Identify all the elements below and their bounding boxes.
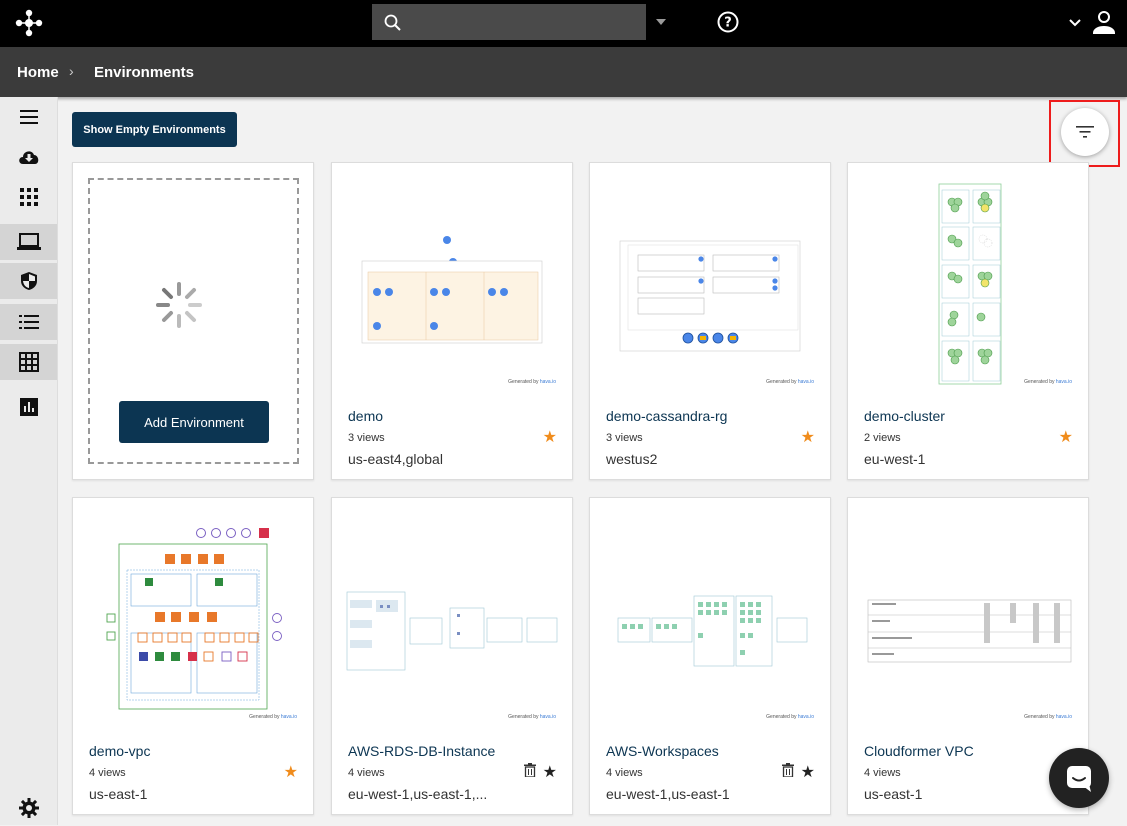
environment-name[interactable]: AWS-Workspaces <box>606 743 719 759</box>
generated-by-brand: hava.io <box>539 379 556 385</box>
environment-card[interactable]: Generated by hava.io AWS-Workspaces 4 vi… <box>589 497 831 815</box>
search-icon <box>384 14 401 31</box>
generated-by-prefix: Generated by <box>1024 714 1055 720</box>
menu-icon[interactable] <box>0 99 57 135</box>
environment-diagram-thumbnail[interactable] <box>858 175 1080 400</box>
star-icon[interactable]: ★ <box>1058 429 1073 446</box>
star-icon[interactable]: ★ <box>283 764 298 781</box>
environment-diagram-thumbnail[interactable] <box>83 510 305 735</box>
environment-card[interactable]: Generated by hava.io Cloudformer VPC 4 v… <box>847 497 1089 815</box>
star-icon[interactable]: ★ <box>800 764 815 781</box>
bar-chart-icon[interactable] <box>0 389 57 425</box>
generated-by-prefix: Generated by <box>508 714 539 720</box>
svg-text:?: ? <box>724 16 732 31</box>
generated-by-caption: Generated by hava.io <box>1024 379 1072 385</box>
environment-diagram-thumbnail[interactable] <box>342 510 564 735</box>
settings-gear-icon[interactable] <box>0 790 57 826</box>
generated-by-prefix: Generated by <box>249 714 280 720</box>
top-navigation-bar: ? <box>0 0 1127 47</box>
star-icon[interactable]: ★ <box>542 764 557 781</box>
environment-region: us-east-1 <box>89 786 148 802</box>
chat-launcher-button[interactable] <box>1049 748 1109 808</box>
search-dropdown-caret[interactable] <box>656 19 666 25</box>
generated-by-caption: Generated by hava.io <box>766 714 814 720</box>
generated-by-brand: hava.io <box>280 714 297 720</box>
generated-by-prefix: Generated by <box>1024 379 1055 385</box>
star-icon[interactable]: ★ <box>800 429 815 446</box>
environment-region: us-east-1 <box>864 786 923 802</box>
list-icon[interactable] <box>0 304 57 340</box>
environment-name[interactable]: AWS-RDS-DB-Instance <box>348 743 496 759</box>
environment-card[interactable]: Generated by hava.io AWS-RDS-DB-Instance… <box>331 497 573 815</box>
help-circle-icon[interactable]: ? <box>717 11 739 33</box>
generated-by-brand: hava.io <box>1055 379 1072 385</box>
cloud-download-icon[interactable] <box>0 139 57 175</box>
environment-name[interactable]: demo-cassandra-rg <box>606 408 728 424</box>
environment-views: 3 views <box>606 432 643 444</box>
environment-views: 4 views <box>348 767 385 779</box>
environment-region: eu-west-1,us-east-1 <box>606 786 730 802</box>
search-input[interactable] <box>372 4 646 40</box>
environment-region: us-east4,global <box>348 451 443 467</box>
trash-icon[interactable] <box>782 763 794 782</box>
shield-icon[interactable] <box>0 263 57 299</box>
generated-by-prefix: Generated by <box>508 379 539 385</box>
generated-by-caption: Generated by hava.io <box>508 714 556 720</box>
user-icon[interactable] <box>1092 10 1116 39</box>
star-icon[interactable]: ★ <box>542 429 557 446</box>
generated-by-prefix: Generated by <box>766 379 797 385</box>
sidebar <box>0 97 58 825</box>
environment-views: 2 views <box>864 432 901 444</box>
show-empty-environments-button[interactable]: Show Empty Environments <box>72 112 237 147</box>
generated-by-brand: hava.io <box>797 714 814 720</box>
generated-by-caption: Generated by hava.io <box>249 714 297 720</box>
chat-icon <box>1067 766 1091 792</box>
generated-by-brand: hava.io <box>539 714 556 720</box>
environment-name[interactable]: demo-cluster <box>864 408 945 424</box>
apps-grid-icon[interactable] <box>0 179 57 215</box>
environment-views: 4 views <box>606 767 643 779</box>
breadcrumb-home-link[interactable]: Home <box>17 64 59 81</box>
environment-card[interactable]: Generated by hava.io demo-cluster 2 view… <box>847 162 1089 480</box>
environment-views: 4 views <box>89 767 126 779</box>
add-environment-card: Add Environment <box>72 162 314 480</box>
generated-by-caption: Generated by hava.io <box>766 379 814 385</box>
environment-name[interactable]: Cloudformer VPC <box>864 743 974 759</box>
environment-region: westus2 <box>606 451 658 467</box>
environment-name[interactable]: demo-vpc <box>89 743 151 759</box>
hava-logo-icon[interactable] <box>14 8 44 38</box>
generated-by-caption: Generated by hava.io <box>1024 714 1072 720</box>
environment-diagram-thumbnail[interactable] <box>600 510 822 735</box>
environment-region: eu-west-1 <box>864 451 926 467</box>
breadcrumb-current-page: Environments <box>94 64 195 81</box>
generated-by-brand: hava.io <box>797 379 814 385</box>
generated-by-brand: hava.io <box>1055 714 1072 720</box>
environment-diagram-thumbnail[interactable] <box>858 510 1080 735</box>
environment-card[interactable]: Generated by hava.io demo 3 views us-eas… <box>331 162 573 480</box>
add-environment-button[interactable]: Add Environment <box>119 401 269 443</box>
environment-diagram-thumbnail[interactable] <box>342 175 564 400</box>
generated-by-caption: Generated by hava.io <box>508 379 556 385</box>
filter-icon <box>1076 126 1094 138</box>
loading-spinner-icon <box>154 280 204 330</box>
add-environment-dropzone <box>88 178 299 464</box>
environment-views: 4 views <box>864 767 901 779</box>
breadcrumb: Home › Environments <box>0 47 1127 97</box>
environment-card[interactable]: Generated by hava.io demo-vpc 4 views us… <box>72 497 314 815</box>
environment-diagram-thumbnail[interactable] <box>600 175 822 400</box>
environment-name[interactable]: demo <box>348 408 384 424</box>
laptop-icon[interactable] <box>0 224 57 260</box>
environment-card[interactable]: Generated by hava.io demo-cassandra-rg 3… <box>589 162 831 480</box>
breadcrumb-separator: › <box>69 63 74 79</box>
chevron-down-icon[interactable] <box>1069 16 1081 34</box>
generated-by-prefix: Generated by <box>766 714 797 720</box>
environment-region: eu-west-1,us-east-1,... <box>348 786 488 802</box>
trash-icon[interactable] <box>524 763 536 782</box>
filter-button-highlight <box>1049 100 1120 167</box>
filter-button[interactable] <box>1061 108 1109 156</box>
environment-views: 3 views <box>348 432 385 444</box>
table-grid-icon[interactable] <box>0 344 57 380</box>
